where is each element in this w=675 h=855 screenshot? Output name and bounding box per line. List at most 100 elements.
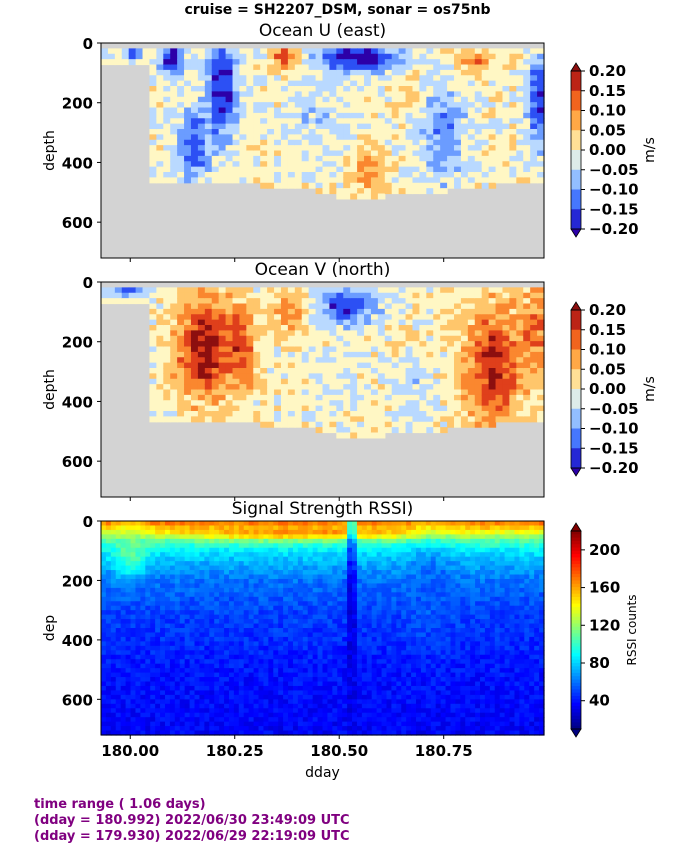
heatmap-cell [308, 335, 317, 342]
heatmap-cell [184, 389, 192, 396]
heatmap-cell [149, 341, 157, 348]
heatmap-cell [204, 373, 213, 380]
heatmap-cell [204, 654, 210, 660]
heatmap-cell [287, 389, 296, 396]
heatmap-cell [419, 335, 427, 342]
heatmap-cell [308, 139, 317, 146]
heatmap-cell [150, 677, 156, 683]
heatmap-cell [329, 373, 337, 380]
heatmap-cell [364, 75, 372, 82]
heatmap-cell [405, 69, 414, 76]
heatmap-cell [357, 303, 365, 310]
heatmap-cell [105, 587, 112, 593]
heatmap-cell [170, 400, 178, 407]
heatmap-cell [294, 394, 303, 401]
heatmap-cell [502, 150, 510, 157]
heatmap-cell [232, 69, 241, 76]
heatmap-cell [294, 411, 303, 417]
heatmap-cell [184, 587, 191, 593]
heatmap-cell [260, 145, 268, 152]
heatmap-cell [516, 91, 524, 98]
heatmap-cell [260, 91, 268, 98]
heatmap-cell [294, 384, 303, 391]
heatmap-cell [218, 292, 227, 299]
heatmap-cell [197, 351, 206, 358]
heatmap-cell [232, 166, 241, 173]
heatmap-cell [488, 102, 497, 109]
heatmap-cell [174, 654, 181, 660]
heatmap-cell [150, 596, 156, 602]
heatmap-cell [336, 75, 344, 82]
heatmap-cell [315, 384, 324, 391]
heatmap-cell [263, 525, 269, 531]
heatmap-cell [239, 346, 247, 353]
heatmap-cell [350, 325, 358, 331]
heatmap-cell [516, 325, 524, 331]
heatmap-cell [530, 292, 538, 299]
heatmap-cell [447, 172, 455, 178]
heatmap-cell [322, 161, 331, 168]
heatmap-cell [140, 717, 146, 723]
heatmap-cell [184, 172, 192, 178]
heatmap-cell [288, 561, 294, 567]
heatmap-cell [322, 91, 331, 98]
heatmap-cell [364, 341, 372, 348]
heatmap-cell [287, 48, 296, 55]
colorbar-tick-label: 0.00 [589, 141, 626, 159]
heatmap-cell [523, 134, 531, 141]
heatmap-cell [120, 552, 127, 558]
heatmap-cell [537, 416, 545, 423]
heatmap-cell [357, 102, 365, 109]
heatmap-cell [308, 112, 317, 119]
heatmap-cell [170, 166, 178, 173]
heatmap-cell [170, 394, 178, 401]
heatmap-cell [110, 547, 117, 553]
heatmap-cell [184, 717, 191, 723]
heatmap-cell [268, 663, 274, 669]
heatmap-cell [440, 292, 448, 299]
heatmap-cell [343, 314, 351, 321]
heatmap-cell [204, 726, 210, 732]
heatmap-cell [288, 534, 294, 540]
heatmap-cell [315, 319, 324, 326]
heatmap-cell [433, 357, 441, 364]
heatmap-cell [190, 287, 199, 294]
heatmap-cell [267, 330, 275, 337]
heatmap-cell [283, 694, 289, 700]
heatmap-cell [364, 330, 372, 337]
heatmap-cell [523, 303, 531, 310]
heatmap-cell [243, 712, 250, 718]
heatmap-cell [125, 668, 132, 674]
heatmap-cell [150, 708, 156, 714]
heatmap-cell [156, 134, 164, 141]
heatmap-cell [253, 641, 260, 647]
heatmap-cell [509, 69, 517, 76]
heatmap-cell [243, 717, 250, 723]
heatmap-cell [197, 64, 206, 71]
heatmap-cell [184, 53, 192, 60]
heatmap-cell [329, 96, 337, 103]
heatmap-cell [164, 685, 171, 692]
heatmap-cell [101, 632, 107, 638]
heatmap-cell [179, 543, 186, 549]
heatmap-cell [474, 107, 483, 114]
heatmap-cell [370, 411, 379, 417]
heatmap-cell [301, 411, 310, 417]
heatmap-cell [204, 150, 213, 157]
heatmap-cell [120, 650, 127, 656]
heatmap-cell [322, 330, 331, 337]
heatmap-cell [426, 177, 434, 184]
heatmap-cell [288, 685, 294, 692]
heatmap-cell [516, 129, 524, 135]
heatmap-cell [248, 699, 255, 705]
heatmap-cell [267, 319, 275, 326]
heatmap-cell [199, 596, 205, 602]
heatmap-cell [280, 86, 289, 92]
heatmap-cell [184, 314, 192, 321]
heatmap-cell [204, 416, 213, 423]
heatmap-cell [115, 623, 122, 629]
heatmap-cell [280, 80, 289, 87]
heatmap-cell [364, 362, 372, 369]
heatmap-cell [447, 150, 455, 157]
heatmap-cell [426, 427, 434, 434]
